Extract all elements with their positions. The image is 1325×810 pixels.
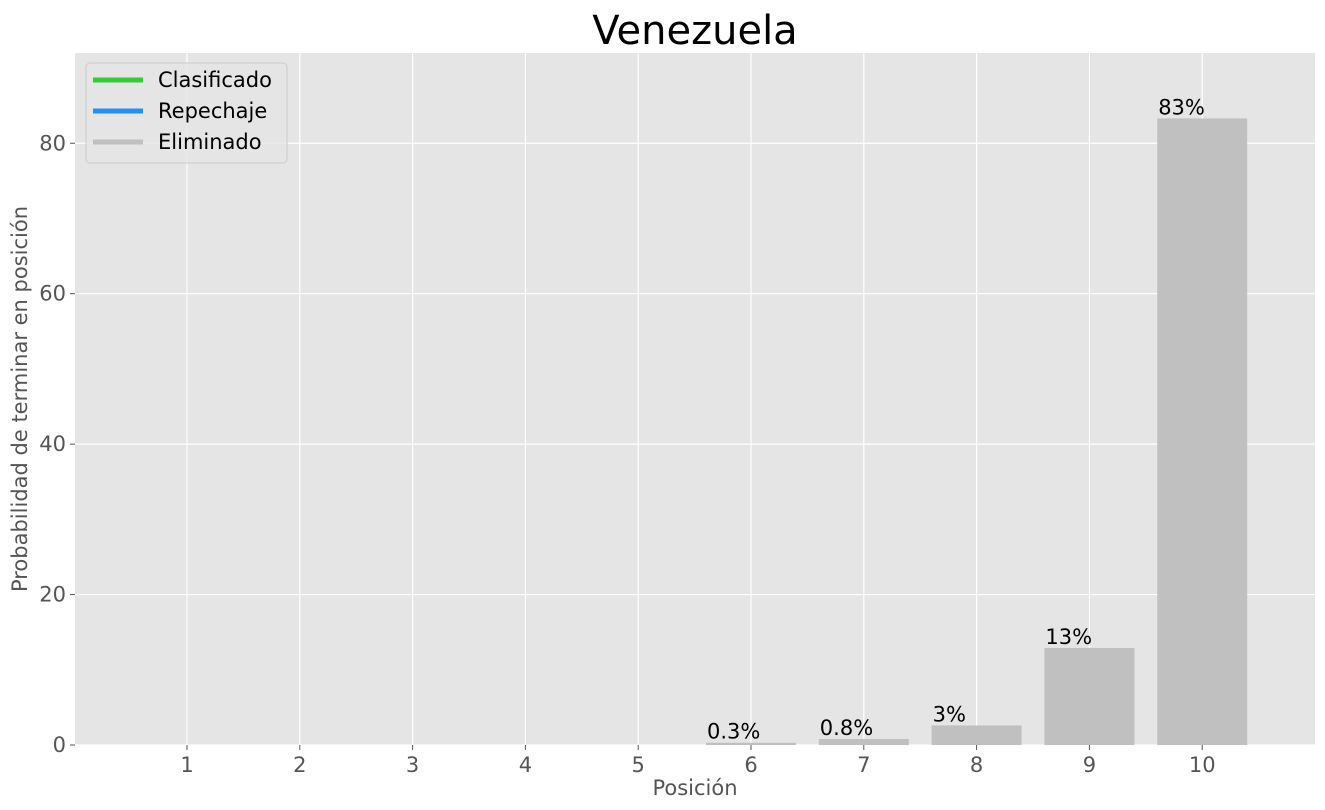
bar [1157, 118, 1248, 745]
y-axis-label: Probabilidad de terminar en posición [8, 206, 32, 592]
legend: Clasificado Repechaje Eliminado [85, 62, 288, 164]
x-tick-label: 7 [857, 753, 870, 777]
y-tick-label: 40 [39, 432, 66, 456]
x-tick-label: 6 [744, 753, 757, 777]
data-labels: 0.3% 0.8% 3% 13% 83% [707, 95, 1205, 743]
data-label: 13% [1045, 625, 1092, 649]
legend-box [85, 62, 288, 164]
legend-label: Clasificado [158, 68, 272, 92]
x-axis-ticks: 1 2 3 4 5 6 7 8 9 10 [180, 745, 1216, 777]
data-label: 3% [933, 702, 966, 726]
data-label: 83% [1158, 95, 1205, 119]
y-tick-label: 60 [39, 282, 66, 306]
y-tick-label: 0 [53, 733, 66, 757]
plot-area [75, 53, 1315, 745]
y-tick-label: 80 [39, 131, 66, 155]
x-tick-label: 5 [632, 753, 645, 777]
x-tick-label: 2 [293, 753, 306, 777]
legend-label: Repechaje [158, 99, 267, 123]
bar [706, 742, 796, 745]
legend-label: Eliminado [158, 130, 262, 154]
x-tick-label: 9 [1083, 753, 1096, 777]
x-tick-label: 1 [180, 753, 193, 777]
x-tick-label: 4 [519, 753, 532, 777]
x-axis-label: Posición [652, 776, 737, 800]
x-tick-label: 3 [406, 753, 419, 777]
chart-title: Venezuela [592, 8, 797, 54]
bars [706, 118, 1248, 745]
x-tick-label: 8 [970, 753, 983, 777]
y-tick-label: 20 [39, 583, 66, 607]
y-axis-ticks: 0 20 40 60 80 [39, 131, 75, 757]
bar [931, 725, 1022, 745]
data-label: 0.8% [820, 716, 873, 740]
data-label: 0.3% [707, 720, 760, 744]
bar [818, 738, 909, 745]
x-tick-label: 10 [1189, 753, 1216, 777]
bar [1044, 647, 1135, 745]
